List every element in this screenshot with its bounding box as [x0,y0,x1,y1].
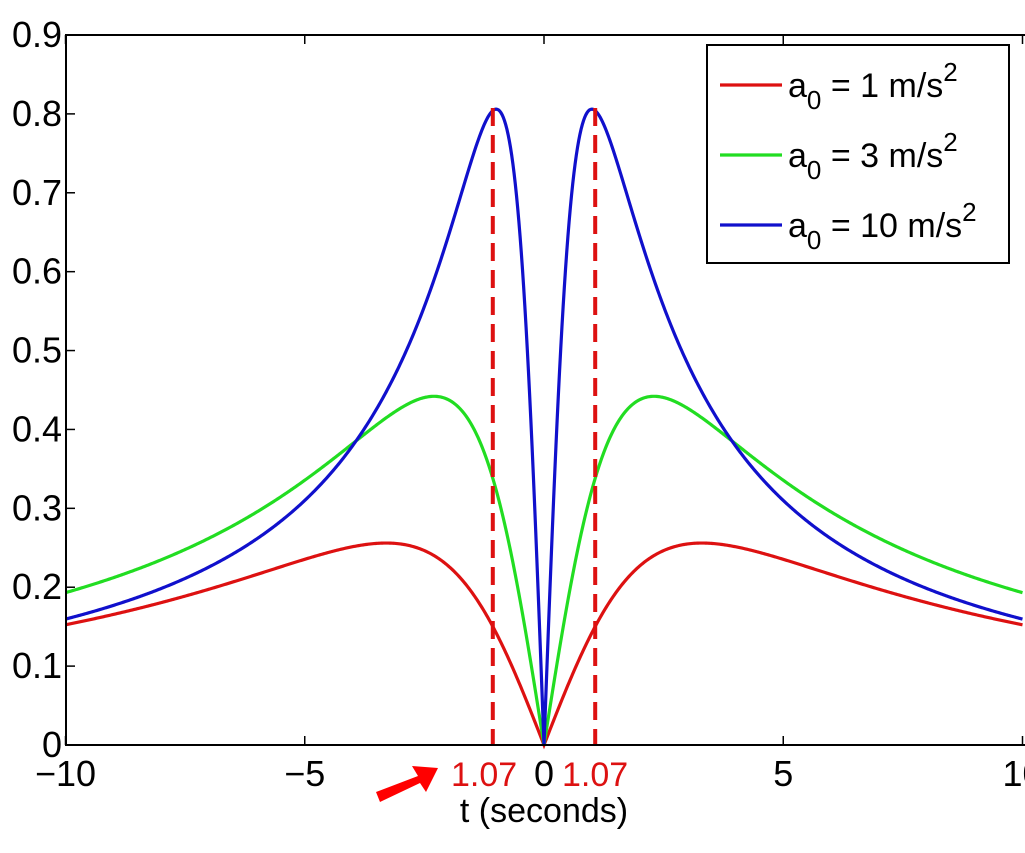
plot-frame [65,34,1025,746]
y-tick-label: 0.7 [12,172,62,213]
legend-label: a0 = 3 m/s2 [788,127,958,185]
x-tick-label: −10 [35,753,96,794]
y-tick-label: 0.3 [12,487,62,528]
y-tick-label: 0.9 [12,14,62,55]
right-marker-label: 1.07 [562,756,628,794]
y-tick-label: 0.6 [12,251,62,292]
x-axis-label: t (seconds) [460,792,628,830]
y-tick-label: 0.4 [12,408,62,449]
x-tick-label: 0 [534,753,554,794]
y-tick-label: 0.1 [12,645,62,686]
left-marker-label: 1.07 [451,756,517,794]
legend: a0 = 1 m/s2 a0 = 3 m/s2 a0 = 10 m/s2 [706,44,1010,264]
x-tick-label: 10 [1002,753,1025,794]
y-tick-label: 0.2 [12,566,62,607]
y-tick-labels: 0 0.1 0.2 0.3 0.4 0.5 0.6 0.7 0.8 0.9 [12,14,62,765]
x-tick-labels: −10 −5 0 5 10 [35,753,1025,794]
y-tick-label: 0.5 [12,330,62,371]
x-tick-label: 5 [773,753,793,794]
legend-label: a0 = 1 m/s2 [788,57,958,115]
x-tick-label: −5 [284,753,325,794]
y-tick-label: 0 [42,724,62,765]
y-tick-label: 0.8 [12,93,62,134]
vertical-markers [490,108,598,745]
arrow-icon [376,766,438,802]
legend-label: a0 = 10 m/s2 [788,197,977,255]
